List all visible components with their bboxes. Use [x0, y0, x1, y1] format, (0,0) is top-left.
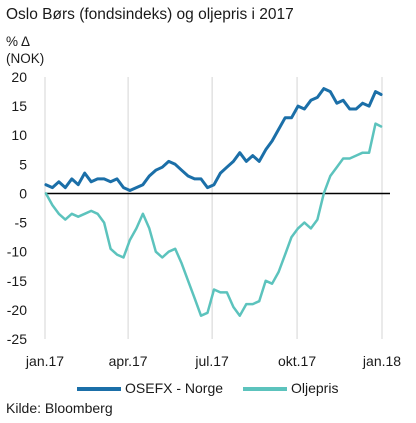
y-tick-label: -15 [7, 273, 27, 289]
source-note: Kilde: Bloomberg [6, 400, 113, 416]
y-tick-label: 5 [19, 156, 27, 172]
legend-swatch-oljepris [243, 387, 287, 392]
series-line-osefx [44, 87, 383, 192]
y-tick-label: 10 [11, 127, 27, 143]
legend-item-oljepris: Oljepris [243, 380, 338, 396]
legend-label-oljepris: Oljepris [291, 380, 339, 396]
legend-label-osefx: OSEFX - Norge [125, 380, 224, 396]
axis-ticks: jan.17 apr.17 jul.17 okt.17 jan.18 20 15 10 5 0 -5… [7, 69, 402, 369]
x-tick-label: jan.18 [362, 353, 401, 369]
series-lines [44, 87, 383, 317]
y-tick-label: -25 [7, 331, 27, 347]
legend-item-osefx: OSEFX - Norge [77, 380, 223, 396]
y-axis-unit-line1: % Δ [6, 34, 31, 49]
x-tick-label: apr.17 [109, 353, 148, 369]
y-tick-label: -10 [7, 244, 27, 260]
chart-title: Oslo Børs (fondsindeks) og oljepris i 20… [6, 6, 294, 23]
y-tick-label: 20 [11, 69, 27, 85]
x-tick-label: okt.17 [278, 353, 316, 369]
y-tick-label: -20 [7, 302, 27, 318]
y-tick-label: 15 [11, 98, 27, 114]
y-tick-label: 0 [19, 185, 27, 201]
legend-swatch-osefx [77, 387, 121, 392]
grid-lines [44, 77, 390, 339]
x-tick-label: jul.17 [194, 353, 229, 369]
y-tick-label: -5 [15, 215, 28, 231]
x-tick-label: jan.17 [25, 353, 64, 369]
series-line-oljepris [44, 122, 383, 317]
y-axis-unit-line2: (NOK) [6, 51, 45, 66]
